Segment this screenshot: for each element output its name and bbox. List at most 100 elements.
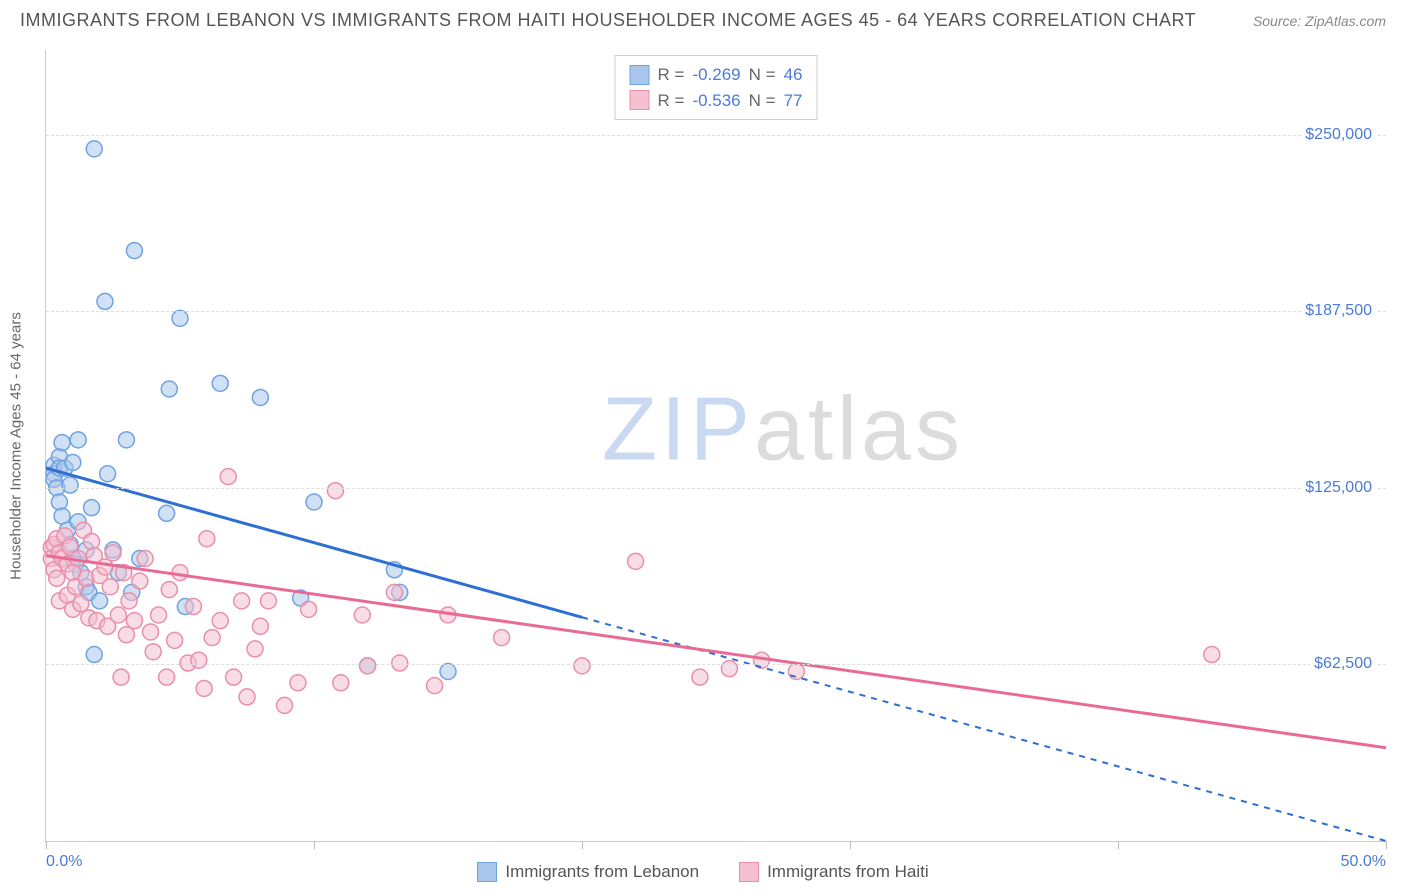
data-point bbox=[110, 607, 126, 623]
data-point bbox=[51, 494, 67, 510]
data-point bbox=[427, 678, 443, 694]
stats-row-lebanon: R = -0.269 N = 46 bbox=[630, 62, 803, 88]
data-point bbox=[574, 658, 590, 674]
data-point bbox=[73, 596, 89, 612]
data-point bbox=[721, 661, 737, 677]
data-point bbox=[121, 593, 137, 609]
swatch-haiti bbox=[739, 862, 759, 882]
n-value-lebanon: 46 bbox=[784, 62, 803, 88]
data-point bbox=[145, 644, 161, 660]
y-axis-label: Householder Income Ages 45 - 64 years bbox=[8, 312, 25, 580]
x-tick bbox=[582, 841, 583, 849]
data-point bbox=[70, 432, 86, 448]
grid-line bbox=[46, 311, 1386, 312]
data-point bbox=[247, 641, 263, 657]
r-label: R = bbox=[658, 88, 685, 114]
r-value-haiti: -0.536 bbox=[692, 88, 740, 114]
data-point bbox=[386, 584, 402, 600]
data-point bbox=[97, 559, 113, 575]
data-point bbox=[137, 551, 153, 567]
data-point bbox=[113, 669, 129, 685]
data-point bbox=[440, 664, 456, 680]
data-point bbox=[204, 630, 220, 646]
data-point bbox=[84, 500, 100, 516]
data-point bbox=[102, 579, 118, 595]
x-tick bbox=[314, 841, 315, 849]
data-point bbox=[132, 573, 148, 589]
data-point bbox=[92, 593, 108, 609]
source-label: Source: bbox=[1253, 13, 1305, 29]
y-tick-label: $62,500 bbox=[1310, 655, 1376, 673]
data-point bbox=[97, 293, 113, 309]
x-tick bbox=[850, 841, 851, 849]
data-point bbox=[167, 632, 183, 648]
legend-item-lebanon: Immigrants from Lebanon bbox=[477, 862, 699, 882]
legend-label-haiti: Immigrants from Haiti bbox=[767, 862, 929, 882]
data-point bbox=[191, 652, 207, 668]
data-point bbox=[126, 243, 142, 259]
data-point bbox=[494, 630, 510, 646]
data-point bbox=[360, 658, 376, 674]
bottom-legend: Immigrants from Lebanon Immigrants from … bbox=[0, 862, 1406, 882]
grid-line bbox=[46, 135, 1386, 136]
stats-row-haiti: R = -0.536 N = 77 bbox=[630, 88, 803, 114]
grid-line bbox=[46, 664, 1386, 665]
swatch-haiti bbox=[630, 90, 650, 110]
data-point bbox=[100, 466, 116, 482]
data-point bbox=[788, 664, 804, 680]
legend-label-lebanon: Immigrants from Lebanon bbox=[505, 862, 699, 882]
swatch-lebanon bbox=[477, 862, 497, 882]
data-point bbox=[290, 675, 306, 691]
data-point bbox=[392, 655, 408, 671]
source: Source: ZipAtlas.com bbox=[1253, 13, 1386, 31]
data-point bbox=[143, 624, 159, 640]
y-tick-label: $187,500 bbox=[1301, 302, 1376, 320]
x-tick bbox=[46, 841, 47, 849]
x-tick bbox=[1386, 841, 1387, 849]
data-point bbox=[212, 613, 228, 629]
data-point bbox=[161, 381, 177, 397]
data-point bbox=[220, 469, 236, 485]
data-point bbox=[105, 545, 121, 561]
data-point bbox=[301, 601, 317, 617]
data-point bbox=[159, 505, 175, 521]
data-point bbox=[277, 697, 293, 713]
n-value-haiti: 77 bbox=[784, 88, 803, 114]
stats-legend: R = -0.269 N = 46 R = -0.536 N = 77 bbox=[615, 55, 818, 120]
plot-area: Householder Income Ages 45 - 64 years R … bbox=[45, 50, 1386, 842]
data-point bbox=[118, 432, 134, 448]
data-point bbox=[86, 647, 102, 663]
data-point bbox=[126, 613, 142, 629]
data-point bbox=[252, 389, 268, 405]
r-value-lebanon: -0.269 bbox=[692, 62, 740, 88]
data-point bbox=[199, 531, 215, 547]
data-point bbox=[239, 689, 255, 705]
data-point bbox=[252, 618, 268, 634]
data-point bbox=[234, 593, 250, 609]
data-point bbox=[62, 477, 78, 493]
r-label: R = bbox=[658, 62, 685, 88]
data-point bbox=[159, 669, 175, 685]
data-point bbox=[692, 669, 708, 685]
data-point bbox=[118, 627, 134, 643]
data-point bbox=[212, 375, 228, 391]
data-point bbox=[65, 454, 81, 470]
data-point bbox=[86, 141, 102, 157]
swatch-lebanon bbox=[630, 65, 650, 85]
n-label: N = bbox=[749, 62, 776, 88]
source-value: ZipAtlas.com bbox=[1305, 13, 1386, 29]
data-point bbox=[354, 607, 370, 623]
data-point bbox=[172, 310, 188, 326]
grid-line bbox=[46, 488, 1386, 489]
data-point bbox=[54, 435, 70, 451]
data-point bbox=[327, 483, 343, 499]
data-point bbox=[306, 494, 322, 510]
plot-svg bbox=[46, 50, 1386, 841]
n-label: N = bbox=[749, 88, 776, 114]
data-point bbox=[628, 553, 644, 569]
data-point bbox=[185, 599, 201, 615]
data-point bbox=[84, 534, 100, 550]
x-tick bbox=[1118, 841, 1119, 849]
data-point bbox=[333, 675, 349, 691]
chart-title: IMMIGRANTS FROM LEBANON VS IMMIGRANTS FR… bbox=[20, 10, 1196, 31]
